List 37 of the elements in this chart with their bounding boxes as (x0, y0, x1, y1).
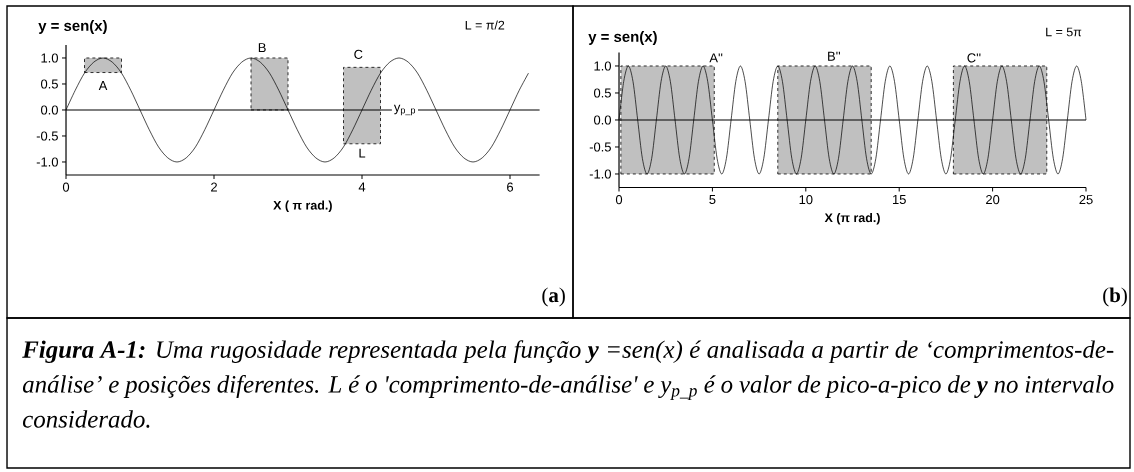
x-axis-title: X (π rad.) (824, 213, 880, 225)
x-tick-label: 6 (507, 182, 514, 192)
x-tick-label: 2 (211, 182, 217, 192)
y-tick-label: 0.0 (40, 105, 58, 115)
text: L = 5π (1046, 27, 1082, 37)
text: (a) (542, 287, 565, 307)
annotation: B'' (828, 51, 840, 61)
y-tick-label: -1.0 (589, 169, 611, 179)
y-tick-label: -0.5 (589, 142, 611, 152)
y-tick-label: 0.5 (40, 79, 58, 89)
annotation: A'' (709, 53, 723, 63)
y-tick-label: -1.0 (36, 157, 58, 167)
annotation: B (258, 43, 266, 53)
annotation: C (354, 49, 363, 59)
x-tick-label: 20 (986, 195, 1000, 205)
chart-title: y = sen(x) (38, 20, 107, 34)
text: L = π/2 (465, 20, 505, 30)
x-tick-label: 5 (709, 195, 716, 205)
y-tick-label: 1.0 (594, 61, 611, 71)
y-tick-label: 1.0 (41, 53, 58, 63)
x-tick-label: 10 (799, 195, 813, 205)
text: (b) (1103, 287, 1127, 307)
y-tick-label: 0.0 (593, 115, 611, 125)
annotation: C'' (967, 53, 981, 63)
y-tick-label: -0.5 (36, 131, 58, 141)
x-tick-label: 25 (1079, 195, 1093, 205)
x-tick-label: 15 (892, 195, 906, 205)
x-tick-label: 0 (615, 195, 623, 205)
x-tick-label: 0 (62, 182, 70, 192)
annotation: L (359, 148, 366, 158)
y-tick-label: 0.5 (593, 88, 611, 98)
x-axis-title: X ( π rad.) (273, 200, 332, 213)
annotation: y$_{p_p}$ (393, 104, 416, 116)
x-tick-label: 4 (358, 182, 366, 192)
annotation: A (98, 81, 108, 90)
text: Figura A-1: Uma rugosidade representada pela função y =sen(x) é analisada a partir de ‘comprimentos-de-análise’ e posições diferentes. L é o 'comprimento-de-análise' e y$_{p_p}$ é o valor de pico-a-pico dey no intervalo considerado. (22, 340, 1114, 428)
chart-title: y = sen(x) (588, 31, 657, 45)
